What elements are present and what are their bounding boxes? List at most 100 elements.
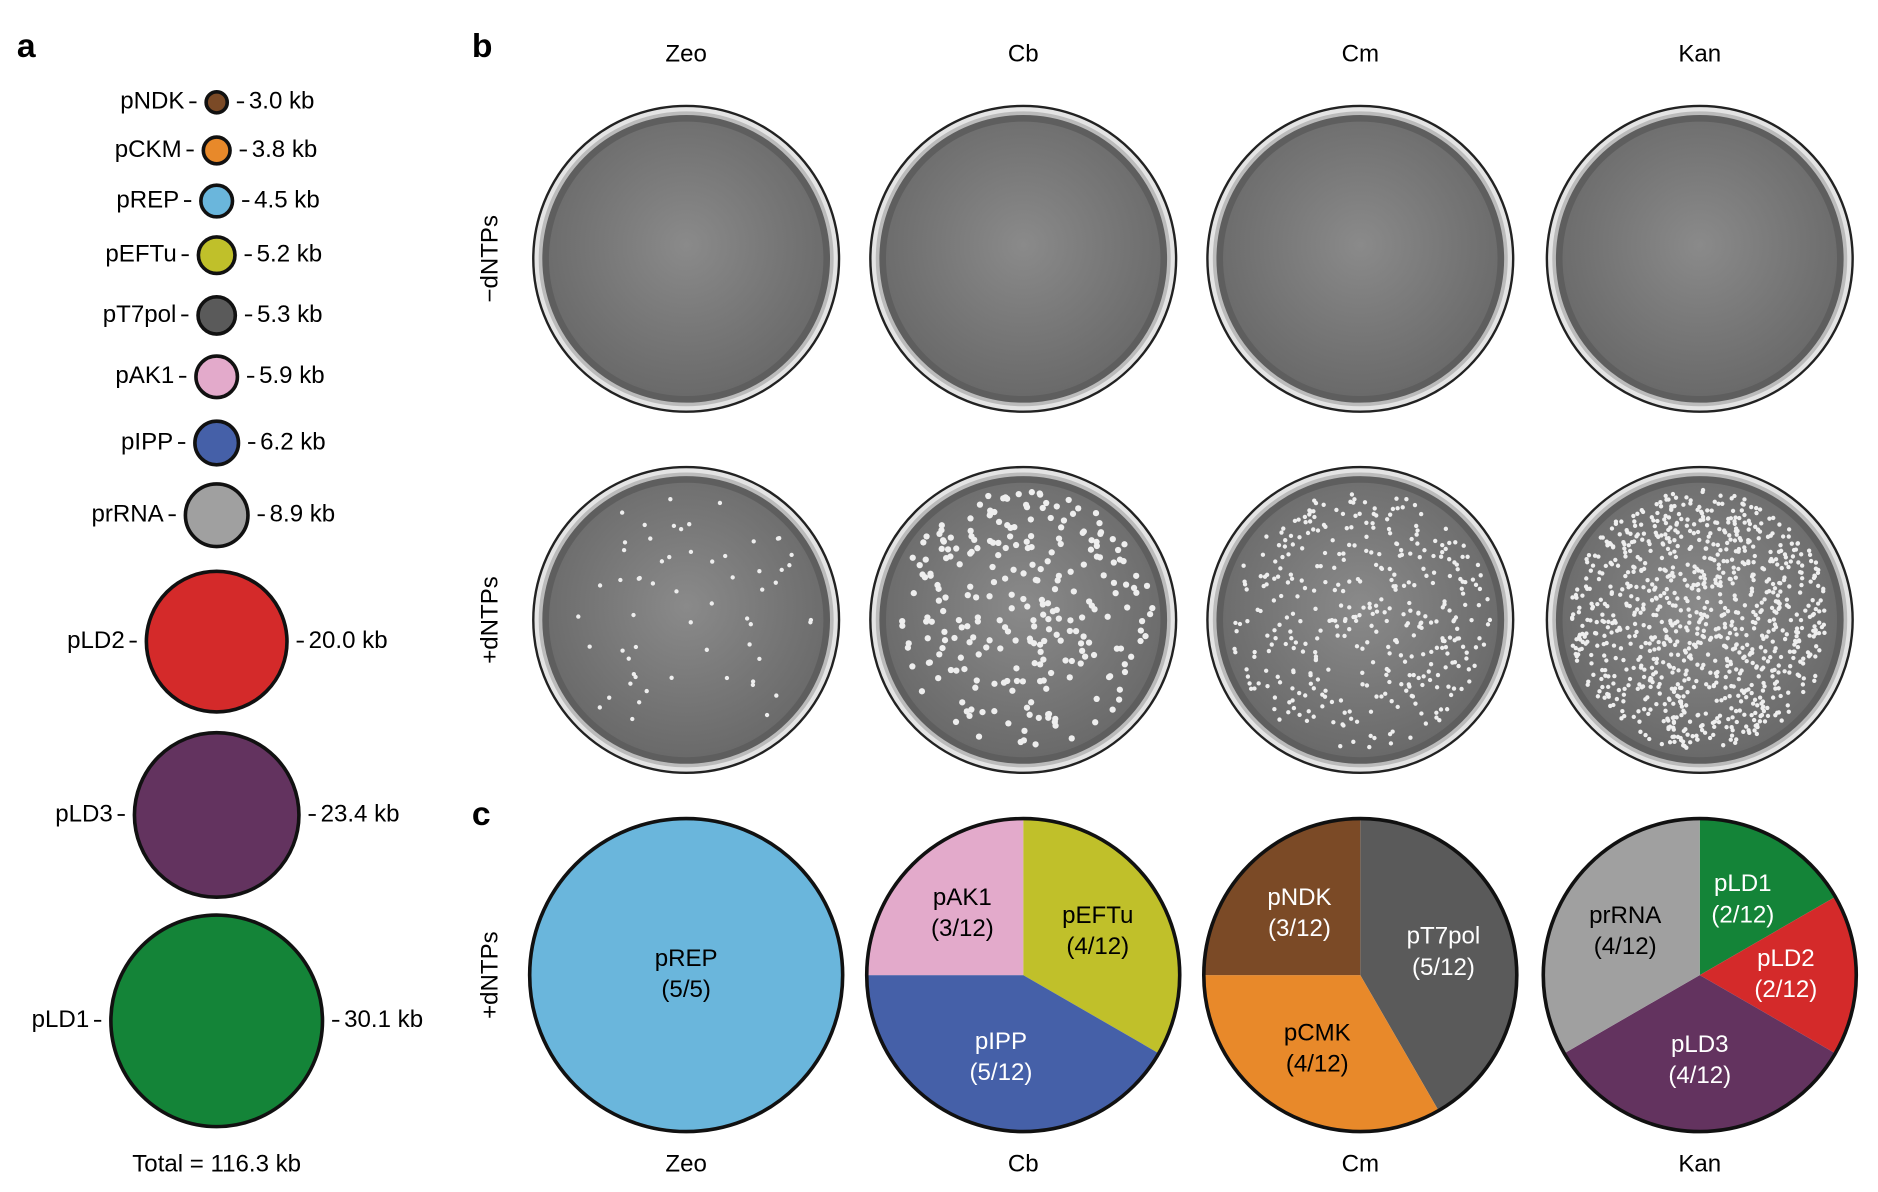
colony bbox=[1338, 698, 1344, 703]
colony bbox=[1632, 519, 1637, 524]
colony bbox=[1032, 741, 1039, 748]
colony bbox=[1670, 715, 1676, 720]
colony bbox=[1384, 618, 1389, 624]
colony bbox=[1408, 551, 1413, 556]
colony bbox=[1816, 567, 1821, 573]
colony bbox=[618, 577, 623, 583]
colony bbox=[1776, 549, 1782, 554]
colony bbox=[1008, 591, 1015, 598]
colony bbox=[1414, 523, 1419, 529]
colony bbox=[1609, 630, 1614, 635]
colony bbox=[964, 623, 971, 630]
colony bbox=[648, 536, 653, 541]
colony bbox=[1642, 667, 1647, 672]
slice-label: (5/12) bbox=[1412, 954, 1475, 981]
colony bbox=[1485, 597, 1490, 602]
colony bbox=[1675, 734, 1681, 740]
colony bbox=[1627, 634, 1632, 639]
colony bbox=[1655, 518, 1660, 524]
colony bbox=[1628, 641, 1633, 646]
colony bbox=[1401, 612, 1406, 617]
colony bbox=[1640, 537, 1645, 542]
slice-label: (5/5) bbox=[661, 976, 710, 1003]
colony bbox=[1252, 654, 1257, 659]
plasmid-circle bbox=[194, 354, 240, 400]
colony bbox=[1697, 504, 1702, 510]
colony bbox=[966, 639, 973, 646]
colony bbox=[967, 527, 974, 535]
colony bbox=[1447, 608, 1452, 613]
colony bbox=[1718, 634, 1723, 640]
colony bbox=[1681, 502, 1686, 507]
slice-label: (2/12) bbox=[1711, 902, 1774, 929]
colony bbox=[1737, 536, 1742, 541]
colony bbox=[1364, 548, 1369, 554]
colony bbox=[899, 617, 906, 625]
colony bbox=[1289, 576, 1295, 581]
colony bbox=[1724, 656, 1730, 661]
colony bbox=[1110, 559, 1117, 566]
colony bbox=[1752, 553, 1757, 559]
colony bbox=[1810, 613, 1815, 618]
colony bbox=[1638, 522, 1644, 527]
colony bbox=[1576, 610, 1582, 615]
colony bbox=[1383, 691, 1388, 696]
panel-label: a bbox=[17, 27, 36, 65]
colony bbox=[1674, 715, 1679, 720]
colony bbox=[1296, 517, 1301, 522]
colony bbox=[687, 522, 692, 527]
plasmid-circle bbox=[183, 482, 250, 549]
colony bbox=[1440, 542, 1445, 548]
colony bbox=[1807, 633, 1812, 638]
colony bbox=[1347, 579, 1352, 584]
colony bbox=[1611, 613, 1616, 618]
colony bbox=[1796, 560, 1801, 565]
colony bbox=[1062, 657, 1069, 664]
colony bbox=[1656, 684, 1661, 689]
colony bbox=[1654, 612, 1659, 618]
colony bbox=[1090, 651, 1098, 659]
colony bbox=[1770, 674, 1775, 679]
colony bbox=[1442, 599, 1447, 604]
colony bbox=[1762, 684, 1767, 689]
colony bbox=[1652, 635, 1658, 640]
colony bbox=[1761, 656, 1767, 661]
colony bbox=[710, 559, 715, 564]
colony bbox=[1647, 648, 1653, 654]
colony bbox=[1675, 543, 1680, 549]
colony bbox=[979, 708, 986, 716]
colony bbox=[1666, 725, 1671, 730]
colony bbox=[1649, 676, 1654, 682]
colony bbox=[1466, 667, 1472, 672]
figure-body: a b c pNDK 3.0 kb pCKM 3.8 kb pREP 4.5 kb pEFTu 5.… bbox=[17, 27, 1859, 1178]
colony bbox=[1702, 576, 1707, 581]
colony bbox=[1590, 604, 1596, 610]
colony bbox=[1020, 570, 1027, 577]
colony bbox=[1695, 662, 1700, 667]
slice-name: pEFTu bbox=[1062, 902, 1133, 929]
colony bbox=[1281, 526, 1286, 531]
colony bbox=[1124, 604, 1131, 611]
colony bbox=[1577, 605, 1582, 610]
colony bbox=[1733, 708, 1739, 714]
colony bbox=[1022, 501, 1030, 508]
colony bbox=[1694, 582, 1699, 588]
colony bbox=[1066, 674, 1073, 681]
colony bbox=[1024, 544, 1031, 552]
colony bbox=[669, 675, 674, 680]
colony bbox=[1621, 692, 1627, 697]
colony bbox=[1027, 516, 1034, 523]
colony bbox=[1810, 597, 1815, 603]
colony bbox=[1245, 674, 1251, 679]
colony bbox=[1704, 682, 1709, 687]
colony bbox=[1647, 736, 1652, 742]
colony bbox=[975, 651, 982, 658]
colony bbox=[1609, 526, 1615, 531]
plasmid-size: 4.5 kb bbox=[254, 186, 320, 213]
colony bbox=[709, 601, 714, 606]
colony bbox=[1041, 637, 1048, 645]
colony bbox=[1639, 644, 1644, 650]
colony bbox=[1732, 646, 1738, 651]
colony bbox=[1708, 607, 1714, 613]
colony bbox=[1623, 550, 1628, 555]
